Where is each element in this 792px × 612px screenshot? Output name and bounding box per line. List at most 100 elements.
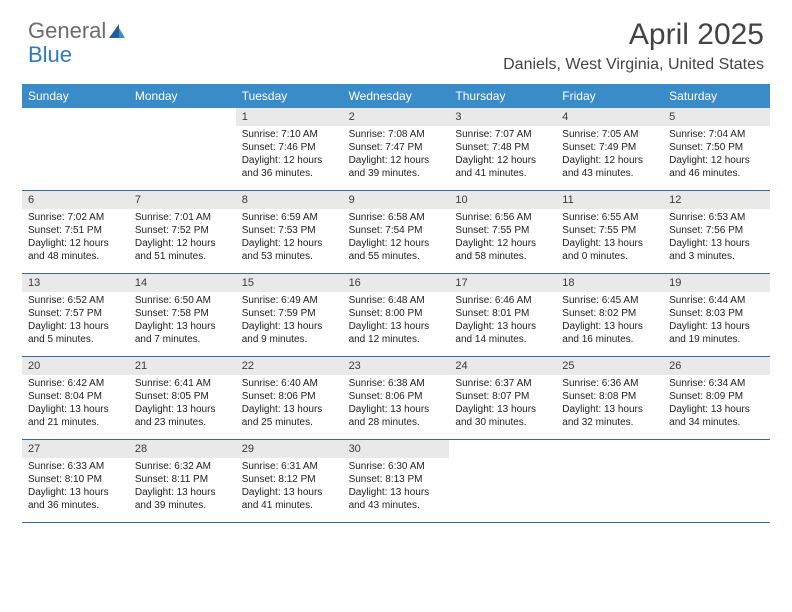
sunrise-text: Sunrise: 6:30 AM [349,460,444,473]
daylight-text: Daylight: 13 hours and 43 minutes. [349,486,444,512]
day-number: 8 [242,193,248,207]
daylight-text: Daylight: 13 hours and 23 minutes. [135,403,230,429]
day-header: Sunday [22,84,129,108]
daynum-row: 26 [663,357,770,375]
daylight-text: Daylight: 13 hours and 16 minutes. [562,320,657,346]
day-number: 18 [562,276,574,290]
calendar-cell: 20Sunrise: 6:42 AMSunset: 8:04 PMDayligh… [22,357,129,439]
sunrise-text: Sunrise: 6:59 AM [242,211,337,224]
daynum-row: 30 [343,440,450,458]
day-number: 30 [349,442,361,456]
sunrise-text: Sunrise: 6:32 AM [135,460,230,473]
day-number: 1 [242,110,248,124]
logo-sail-icon [107,22,127,40]
daylight-text: Daylight: 12 hours and 53 minutes. [242,237,337,263]
day-header: Wednesday [343,84,450,108]
day-number: 9 [349,193,355,207]
daylight-text: Daylight: 13 hours and 5 minutes. [28,320,123,346]
daylight-text: Daylight: 12 hours and 36 minutes. [242,154,337,180]
daynum-row: 23 [343,357,450,375]
day-number: 6 [28,193,34,207]
sunset-text: Sunset: 7:58 PM [135,307,230,320]
sunrise-text: Sunrise: 6:55 AM [562,211,657,224]
calendar-cell: 2Sunrise: 7:08 AMSunset: 7:47 PMDaylight… [343,108,450,190]
daynum-row [663,440,770,458]
sunrise-text: Sunrise: 7:07 AM [455,128,550,141]
daylight-text: Daylight: 13 hours and 14 minutes. [455,320,550,346]
day-number: 23 [349,359,361,373]
sunrise-text: Sunrise: 6:36 AM [562,377,657,390]
calendar-cell [449,440,556,522]
day-number: 4 [562,110,568,124]
day-number: 27 [28,442,40,456]
sunset-text: Sunset: 7:55 PM [455,224,550,237]
daynum-row: 27 [22,440,129,458]
daylight-text: Daylight: 13 hours and 19 minutes. [669,320,764,346]
daylight-text: Daylight: 13 hours and 39 minutes. [135,486,230,512]
sunset-text: Sunset: 8:00 PM [349,307,444,320]
calendar-cell: 27Sunrise: 6:33 AMSunset: 8:10 PMDayligh… [22,440,129,522]
day-number: 13 [28,276,40,290]
calendar-cell: 3Sunrise: 7:07 AMSunset: 7:48 PMDaylight… [449,108,556,190]
sunrise-text: Sunrise: 6:49 AM [242,294,337,307]
daynum-row: 17 [449,274,556,292]
calendar-cell: 25Sunrise: 6:36 AMSunset: 8:08 PMDayligh… [556,357,663,439]
sunrise-text: Sunrise: 7:10 AM [242,128,337,141]
sunset-text: Sunset: 7:47 PM [349,141,444,154]
daylight-text: Daylight: 12 hours and 43 minutes. [562,154,657,180]
day-number: 11 [562,193,573,207]
daylight-text: Daylight: 13 hours and 41 minutes. [242,486,337,512]
sunset-text: Sunset: 7:55 PM [562,224,657,237]
daynum-row: 16 [343,274,450,292]
daynum-row: 29 [236,440,343,458]
daynum-row: 21 [129,357,236,375]
sunrise-text: Sunrise: 6:45 AM [562,294,657,307]
daynum-row: 20 [22,357,129,375]
day-number: 7 [135,193,141,207]
daynum-row: 18 [556,274,663,292]
day-number: 25 [562,359,574,373]
calendar-week: 20Sunrise: 6:42 AMSunset: 8:04 PMDayligh… [22,357,770,440]
daynum-row: 28 [129,440,236,458]
daylight-text: Daylight: 12 hours and 41 minutes. [455,154,550,180]
daylight-text: Daylight: 12 hours and 58 minutes. [455,237,550,263]
daynum-row: 5 [663,108,770,126]
calendar-cell: 5Sunrise: 7:04 AMSunset: 7:50 PMDaylight… [663,108,770,190]
sunrise-text: Sunrise: 7:01 AM [135,211,230,224]
location-text: Daniels, West Virginia, United States [503,56,764,74]
sunrise-text: Sunrise: 6:31 AM [242,460,337,473]
daynum-row: 11 [556,191,663,209]
sunrise-text: Sunrise: 6:42 AM [28,377,123,390]
day-number: 3 [455,110,461,124]
calendar-cell: 24Sunrise: 6:37 AMSunset: 8:07 PMDayligh… [449,357,556,439]
sunrise-text: Sunrise: 6:53 AM [669,211,764,224]
sunrise-text: Sunrise: 6:37 AM [455,377,550,390]
sunrise-text: Sunrise: 6:34 AM [669,377,764,390]
day-number: 17 [455,276,467,290]
daylight-text: Daylight: 12 hours and 48 minutes. [28,237,123,263]
calendar-cell: 8Sunrise: 6:59 AMSunset: 7:53 PMDaylight… [236,191,343,273]
calendar-cell: 14Sunrise: 6:50 AMSunset: 7:58 PMDayligh… [129,274,236,356]
logo-text-general: General [28,18,106,44]
calendar-cell: 9Sunrise: 6:58 AMSunset: 7:54 PMDaylight… [343,191,450,273]
sunrise-text: Sunrise: 6:46 AM [455,294,550,307]
daynum-row: 10 [449,191,556,209]
daynum-row: 8 [236,191,343,209]
logo: General [28,18,129,44]
sunrise-text: Sunrise: 6:52 AM [28,294,123,307]
daynum-row: 15 [236,274,343,292]
day-number: 15 [242,276,254,290]
day-number: 16 [349,276,361,290]
sunset-text: Sunset: 7:54 PM [349,224,444,237]
calendar-cell: 4Sunrise: 7:05 AMSunset: 7:49 PMDaylight… [556,108,663,190]
daynum-row: 1 [236,108,343,126]
sunrise-text: Sunrise: 7:08 AM [349,128,444,141]
calendar-cell [22,108,129,190]
daylight-text: Daylight: 12 hours and 46 minutes. [669,154,764,180]
day-number: 5 [669,110,675,124]
daylight-text: Daylight: 13 hours and 28 minutes. [349,403,444,429]
sunrise-text: Sunrise: 7:05 AM [562,128,657,141]
calendar-cell [556,440,663,522]
sunset-text: Sunset: 8:06 PM [242,390,337,403]
sunrise-text: Sunrise: 6:41 AM [135,377,230,390]
